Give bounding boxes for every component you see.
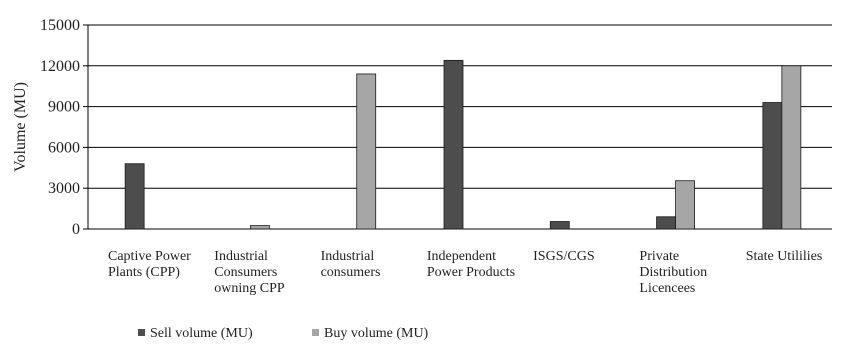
bar-sell-0 [124, 163, 145, 230]
bar-buy-1 [250, 225, 270, 230]
category-label: Industrial Consumers owning CPP [214, 249, 285, 296]
category-label: ISGS/CGS [533, 249, 594, 264]
y-tick-label: 9000 [48, 99, 80, 116]
bar-buy-6 [781, 65, 802, 230]
legend-swatch-1 [312, 329, 319, 336]
y-tick-label: 0 [72, 221, 80, 238]
y-tick-label: 15000 [40, 17, 80, 34]
bar-buy-5 [675, 180, 695, 230]
y-axis-label: Volume (MU) [12, 82, 29, 172]
bar-sell-6 [762, 102, 783, 230]
category-label: Independent Power Products [427, 249, 515, 280]
y-tick-label: 12000 [40, 58, 80, 75]
legend: Sell volume (MU) Buy volume (MU) [138, 326, 429, 341]
bar-sell-3 [443, 59, 464, 230]
category-label: State Utililies [746, 249, 823, 264]
bar-buy-2 [356, 73, 377, 230]
labels: 0 3000 6000 9000 12000 15000 Captive Power Plan… [40, 17, 822, 296]
legend-label-1: Buy volume (MU) [324, 326, 429, 341]
category-label: Industrial consumers [321, 249, 381, 280]
category-label: Private Distribution Licencees [639, 249, 707, 296]
legend-swatch-0 [138, 329, 145, 336]
bars [124, 59, 802, 230]
bar-sell-5 [656, 216, 676, 230]
y-tick-label: 6000 [48, 139, 80, 156]
legend-label-0: Sell volume (MU) [150, 326, 253, 341]
y-tick-label: 3000 [48, 180, 80, 197]
category-label: Captive Power Plants (CPP) [108, 249, 191, 280]
bar-sell-4 [549, 221, 570, 230]
